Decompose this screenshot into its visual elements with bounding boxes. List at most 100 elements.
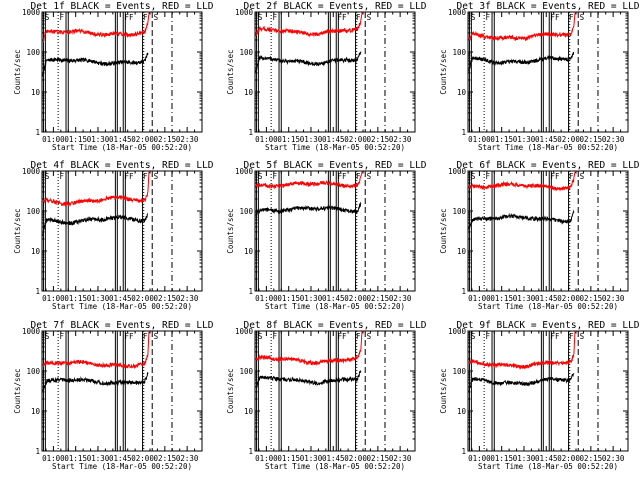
panel-title: Det 7f BLACK = Events, RED = LLD [30, 320, 213, 331]
panel-title: Det 5f BLACK = Events, RED = LLD [243, 160, 426, 171]
x-tick-label: 01:30 [300, 454, 323, 463]
y-tick-label: 10 [244, 247, 254, 256]
y-tick-label: 10 [457, 407, 467, 416]
flag-label: F [143, 172, 148, 181]
events-series-line [42, 372, 149, 391]
x-axis-title: Start Time (18-Mar-05 00:52:20) [265, 143, 405, 152]
flag-label: F [485, 332, 490, 341]
events-series-line [255, 51, 362, 73]
y-tick-label: 100 [239, 207, 253, 216]
x-axis-title: Start Time (18-Mar-05 00:52:20) [265, 462, 405, 471]
flag-label: F [569, 13, 574, 22]
y-tick-label: 1000 [235, 167, 254, 176]
y-tick-label: 100 [239, 367, 253, 376]
y-axis-title: Counts/sec [226, 49, 235, 94]
x-tick-label: 01:00 [255, 454, 278, 463]
events-series-line [255, 201, 362, 218]
plot-frame [254, 330, 416, 452]
flag-label: F [485, 13, 490, 22]
flag-label: FF [551, 172, 561, 181]
x-tick-label: 01:30 [87, 135, 110, 144]
panel-det-3f: Det 3f BLACK = Events, RED = LLD 1 10 100 10… [439, 1, 640, 152]
y-axis-title: Counts/sec [439, 208, 448, 253]
flag-label: S [258, 332, 263, 341]
x-tick-label: 02:00 [131, 135, 154, 144]
panel-det-2f: Det 2f BLACK = Events, RED = LLD 1 10 100 10… [226, 1, 427, 152]
x-tick-label: 01:45 [109, 135, 132, 144]
y-tick-label: 1 [248, 287, 253, 296]
panel-title: Det 2f BLACK = Events, RED = LLD [243, 1, 426, 12]
flag-label: S [45, 332, 50, 341]
events-series-line [468, 373, 575, 392]
y-tick-label: 1 [35, 287, 40, 296]
lld-series-line [255, 331, 363, 366]
plot-frame [41, 170, 203, 292]
panel-det-7f: Det 7f BLACK = Events, RED = LLD 1 10 100 10… [13, 320, 214, 471]
y-axis-title: Counts/sec [13, 368, 22, 413]
y-tick-label: 100 [26, 48, 40, 57]
x-tick-label: 01:15 [490, 454, 513, 463]
x-tick-label: 01:15 [490, 135, 513, 144]
flag-label: F [59, 332, 64, 341]
y-tick-label: 10 [244, 88, 254, 97]
x-tick-label: 02:00 [557, 454, 580, 463]
panel-det-1f: Det 1f BLACK = Events, RED = LLD 1 10 100 10… [13, 1, 214, 152]
y-tick-label: 100 [452, 48, 466, 57]
y-tick-label: 1 [461, 287, 466, 296]
panel-det-5f: Det 5f BLACK = Events, RED = LLD 1 10 100 10… [226, 160, 427, 311]
panel-title: Det 8f BLACK = Events, RED = LLD [243, 320, 426, 331]
plot-frame [254, 11, 416, 133]
panel-det-6f: Det 6f BLACK = Events, RED = LLD 1 10 100 10… [439, 160, 640, 311]
y-tick-label: 100 [452, 367, 466, 376]
x-tick-label: 02:15 [154, 454, 177, 463]
x-axis-title: Start Time (18-Mar-05 00:52:20) [478, 302, 618, 311]
flag-label: FF [125, 172, 135, 181]
x-axis-title: Start Time (18-Mar-05 00:52:20) [52, 302, 192, 311]
flag-label: FF [338, 13, 348, 22]
x-tick-label: 02:00 [131, 294, 154, 303]
panel-title: Det 3f BLACK = Events, RED = LLD [456, 1, 639, 12]
x-tick-label: 01:15 [277, 135, 300, 144]
lld-series-line [255, 12, 363, 38]
lld-series-line [468, 12, 576, 42]
flag-label: S [580, 13, 585, 22]
x-tick-label: 02:30 [176, 294, 199, 303]
panel-title: Det 1f BLACK = Events, RED = LLD [30, 1, 213, 12]
flag-label: S [471, 172, 476, 181]
flag-label: F [569, 332, 574, 341]
x-tick-label: 01:15 [277, 294, 300, 303]
flag-label: S [154, 172, 159, 181]
x-tick-label: 02:00 [344, 454, 367, 463]
panel-det-8f: Det 8f BLACK = Events, RED = LLD 1 10 100 10… [226, 320, 427, 471]
flag-label: S [154, 13, 159, 22]
x-tick-label: 01:30 [513, 135, 536, 144]
flag-label: F [356, 13, 361, 22]
y-tick-label: 1000 [448, 8, 467, 17]
x-tick-label: 01:15 [64, 135, 87, 144]
y-tick-label: 1000 [22, 167, 41, 176]
panel-det-4f: Det 4f BLACK = Events, RED = LLD 1 10 100 10… [13, 160, 214, 311]
plot-frame [467, 330, 629, 452]
flag-label: F [356, 332, 361, 341]
flag-label: F [143, 13, 148, 22]
x-tick-label: 01:00 [255, 135, 278, 144]
plot-frame [254, 170, 416, 292]
x-axis-title: Start Time (18-Mar-05 00:52:20) [478, 462, 618, 471]
panel-title: Det 9f BLACK = Events, RED = LLD [456, 320, 639, 331]
x-tick-label: 01:30 [513, 454, 536, 463]
x-tick-label: 01:00 [42, 454, 65, 463]
plot-frame [467, 11, 629, 133]
flag-label: S [45, 13, 50, 22]
x-tick-label: 01:15 [64, 294, 87, 303]
y-tick-label: 1 [35, 447, 40, 456]
x-tick-label: 01:30 [513, 294, 536, 303]
flag-label: S [367, 13, 372, 22]
events-series-line [42, 52, 149, 77]
y-axis-title: Counts/sec [13, 208, 22, 253]
flag-label: FF [551, 332, 561, 341]
x-tick-label: 02:15 [580, 135, 603, 144]
flag-label: S [45, 172, 50, 181]
lld-series-line [42, 171, 150, 208]
